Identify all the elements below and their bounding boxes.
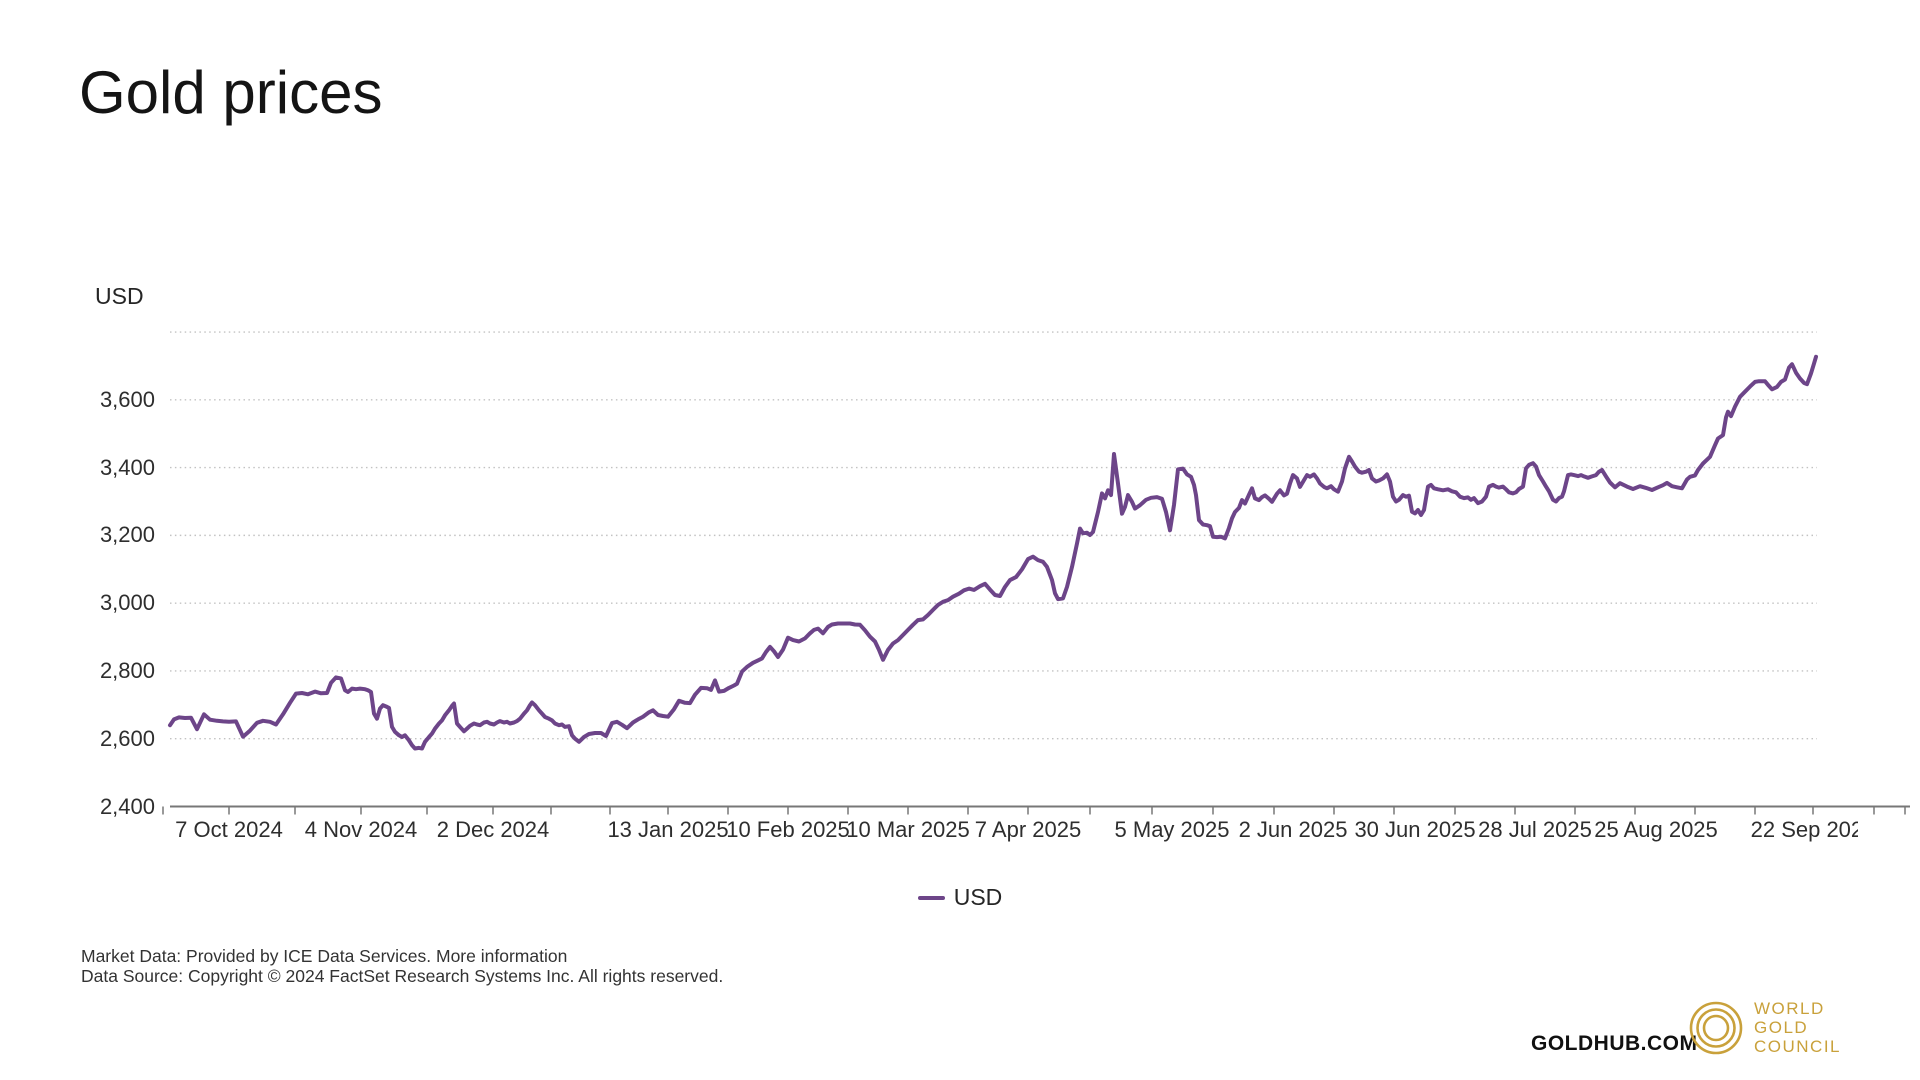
x-tick-label: 7 Oct 2024 xyxy=(175,817,283,842)
x-tick-label: 2 Jun 2025 xyxy=(1238,817,1348,842)
x-tick-label: 13 Jan 2025 xyxy=(607,817,729,842)
footer-data-source: Data Source: Copyright © 2024 FactSet Re… xyxy=(81,966,724,986)
y-tick-label-2400: 2,400 xyxy=(99,793,155,819)
world-gold-council-logo: WORLD GOLD COUNCIL xyxy=(1688,999,1841,1056)
footer: Market Data: Provided by ICE Data Servic… xyxy=(81,946,723,986)
x-tick-label: 2 Dec 2024 xyxy=(436,817,550,842)
legend-item-usd[interactable]: USD xyxy=(917,884,1003,911)
legend-label: USD xyxy=(953,884,1003,910)
y-tick-label-3600: 3,600 xyxy=(99,386,155,412)
x-tick-label: 28 Jul 2025 xyxy=(1478,817,1592,842)
y-tick-label-3400: 3,400 xyxy=(99,454,155,480)
x-tick-label: 5 May 2025 xyxy=(1114,817,1230,842)
legend: USD xyxy=(0,884,1920,911)
y-axis-title: USD xyxy=(95,283,144,309)
x-tick-label: 25 Aug 2025 xyxy=(1594,817,1718,842)
more-information-link[interactable]: More information xyxy=(436,946,568,966)
x-tick-label: 4 Nov 2024 xyxy=(304,817,418,842)
wgc-wordmark: WORLD GOLD COUNCIL xyxy=(1754,999,1842,1056)
footer-market-data: Market Data: Provided by ICE Data Servic… xyxy=(81,946,723,966)
goldhub-wordmark: GOLDHUB.COM xyxy=(1531,1032,1698,1055)
market-data-text: Market Data: Provided by ICE Data Servic… xyxy=(81,946,436,966)
legend-line-swatch xyxy=(917,895,945,900)
y-tick-label-3200: 3,200 xyxy=(99,522,155,548)
usd-price-line[interactable] xyxy=(168,354,1818,751)
y-tick-label-2600: 2,600 xyxy=(99,725,155,751)
page-title: Gold prices xyxy=(79,59,383,126)
y-tick-label-2800: 2,800 xyxy=(99,657,155,683)
x-tick-label: 7 Apr 2025 xyxy=(974,817,1082,842)
x-tick-label: 10 Feb 2025 xyxy=(726,817,850,842)
x-tick-label: 10 Mar 2025 xyxy=(846,817,970,842)
x-tick-label: 22 Sep 2025 xyxy=(1750,817,1858,842)
x-tick-label: 30 Jun 2025 xyxy=(1354,817,1476,842)
wgc-rings-icon xyxy=(1689,1001,1743,1054)
x-axis-labels: 7 Oct 2024 4 Nov 2024 2 Dec 2024 13 Jan 202… xyxy=(0,817,1858,849)
y-tick-label-3000: 3,000 xyxy=(99,590,155,616)
